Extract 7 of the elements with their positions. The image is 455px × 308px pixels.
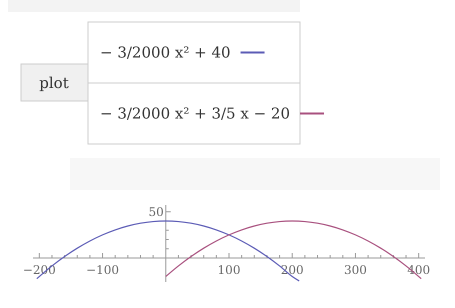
legend-label: − 3/2000 x² + 40 — [100, 44, 231, 62]
x-tick-label: 100 — [218, 263, 240, 278]
legend-label: − 3/2000 x² + 3/5 x − 20 — [100, 104, 290, 122]
x-tick-label: 300 — [344, 263, 367, 278]
text: 50 — [148, 204, 164, 219]
text: plot — [39, 74, 69, 92]
x-tick-label: −100 — [86, 263, 120, 278]
